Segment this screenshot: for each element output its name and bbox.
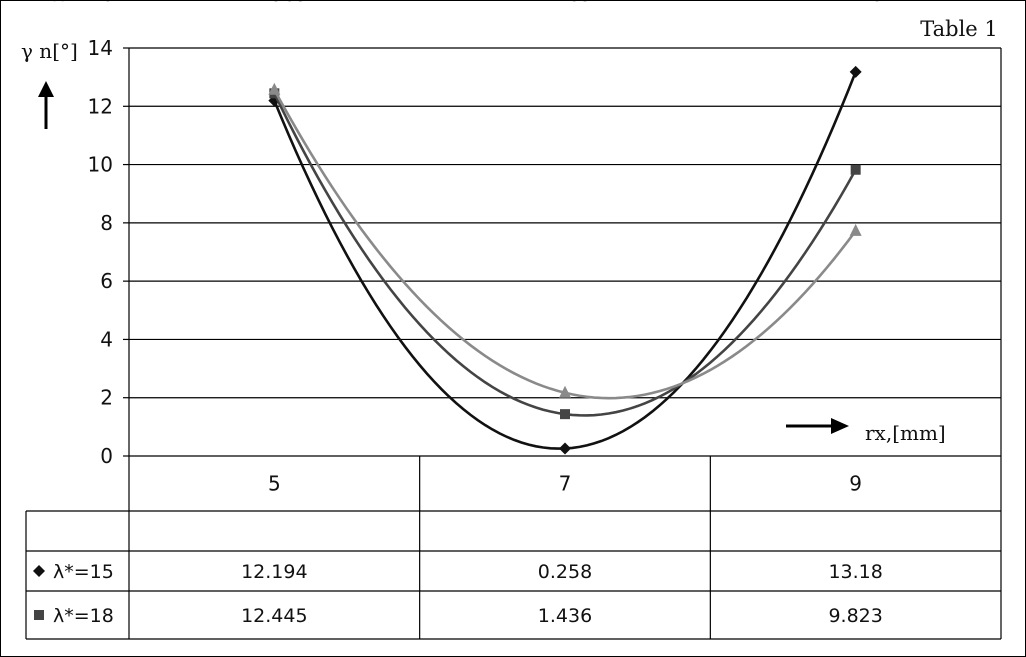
table-value: 12.445 [241, 605, 307, 627]
x-category-label: 7 [559, 472, 572, 496]
y-axis-arrow [38, 81, 54, 129]
y-tick-label: 0 [100, 444, 113, 468]
y-tick-label: 4 [100, 327, 113, 351]
data-table: 5 7 9 λ*=15 12.194 0.258 13.18 λ*=18 12.445 1.436… [25, 1, 1001, 640]
table-value: 12.194 [241, 561, 307, 583]
legend-label: λ*=15 [53, 561, 114, 583]
marker-point [268, 82, 281, 95]
y-tick-label: 14 [88, 36, 113, 60]
x-axis-arrow [786, 418, 849, 434]
marker-point [559, 385, 571, 398]
y-tick-label: 6 [100, 269, 113, 293]
series-3 [268, 82, 862, 400]
table-value: 13.18 [828, 561, 882, 583]
series-lines [268, 65, 862, 455]
y-tick-label: 2 [100, 386, 113, 410]
marker-point [560, 409, 570, 420]
table-value: 1.436 [538, 605, 592, 627]
x-category-label: 5 [268, 472, 281, 496]
gridlines [129, 47, 1001, 399]
marker-legend [34, 610, 44, 620]
y-axis-label: γ n[°] [21, 39, 78, 63]
y-tick-label: 8 [100, 211, 113, 235]
series-1 [268, 65, 862, 455]
marker-point [849, 65, 862, 78]
series-line [273, 92, 857, 417]
marker-legend [33, 565, 45, 577]
marker-point [559, 442, 571, 455]
y-tick-label: 12 [88, 94, 113, 118]
y-tick-label: 10 [88, 153, 113, 177]
marker-point [850, 164, 861, 175]
legend-label: λ*=20 [53, 1, 114, 6]
marker-point [849, 223, 862, 236]
legend-label: λ*=18 [53, 605, 114, 627]
table-value: 9.823 [828, 605, 882, 627]
table-value: 12.569 [241, 1, 307, 6]
x-axis-label: rx,[mm] [865, 421, 946, 445]
table-value: 0.258 [538, 561, 592, 583]
table-value: 2.169 [538, 1, 592, 6]
x-category-label: 9 [849, 472, 862, 496]
series-line [273, 89, 857, 400]
table-value: 7.726 [828, 1, 882, 6]
axes: 0 2 4 6 8 10 12 14 [88, 36, 1002, 639]
chart-title: Table 1 [920, 17, 998, 41]
